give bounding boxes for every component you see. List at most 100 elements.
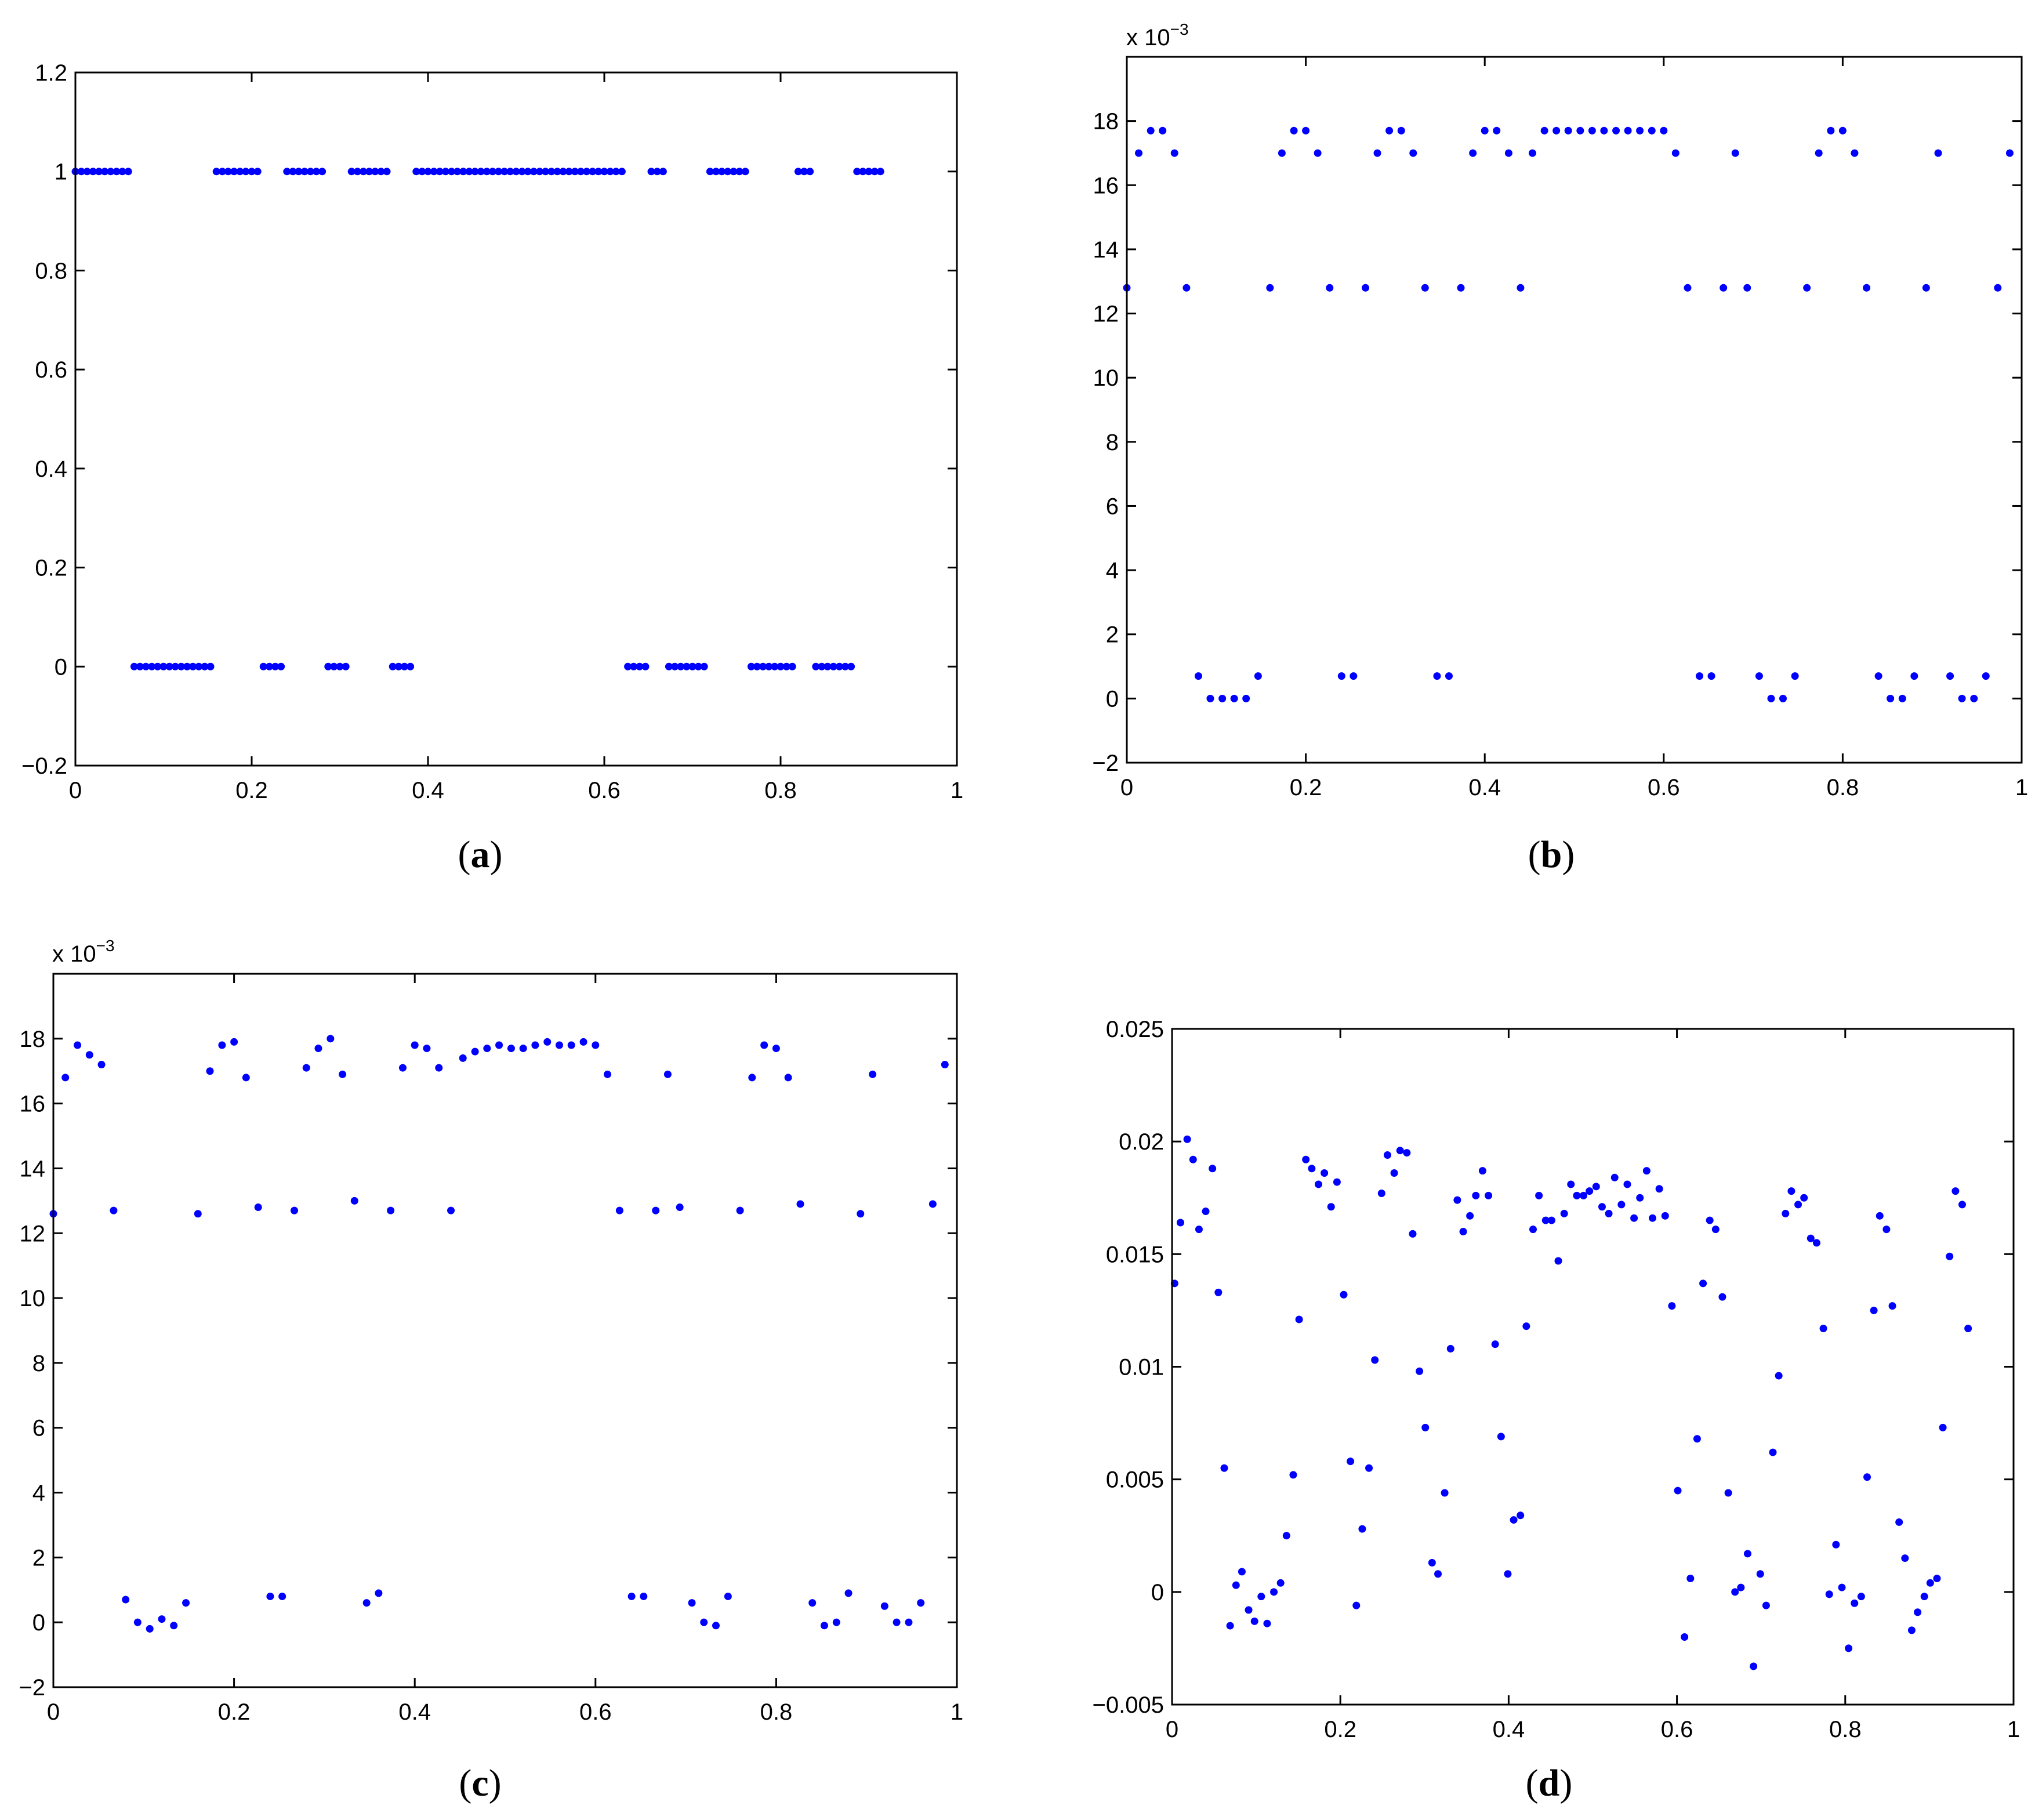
chart-b-xtick-label: 0.4 bbox=[1468, 775, 1501, 800]
chart-b-point bbox=[1552, 126, 1561, 135]
chart-d-point bbox=[1478, 1167, 1486, 1175]
chart-b-point bbox=[1564, 126, 1572, 135]
chart-b-point bbox=[1576, 126, 1584, 135]
chart-a-ytick-label: 0.4 bbox=[35, 456, 67, 482]
chart-d-point bbox=[1421, 1423, 1430, 1431]
chart-c-point bbox=[85, 1051, 93, 1059]
chart-b-ytick-label: 12 bbox=[1093, 302, 1119, 327]
chart-b-point bbox=[1648, 126, 1656, 135]
chart-d-point bbox=[1668, 1302, 1676, 1310]
chart-b-ytick-label: 0 bbox=[1106, 686, 1119, 712]
chart-a-xtick-label: 0.8 bbox=[764, 778, 797, 803]
chart-c-point bbox=[724, 1592, 732, 1600]
chart-c-point bbox=[423, 1045, 431, 1053]
chart-a-point bbox=[441, 168, 449, 176]
chart-a-point bbox=[565, 168, 573, 176]
chart-a-point bbox=[412, 168, 420, 176]
chart-c-point bbox=[483, 1045, 491, 1053]
chart-d-point bbox=[1347, 1458, 1355, 1466]
chart-a-point bbox=[195, 662, 203, 670]
chart-b-point bbox=[1302, 126, 1310, 135]
chart-b-point bbox=[1481, 126, 1489, 135]
chart-a-svg: 0 0.2 0.4 0.6 0.8 1−0.200.20.40.60.811.2 (a) bbox=[21, 60, 963, 876]
chart-d-ytick-label: 0 bbox=[1151, 1580, 1164, 1605]
chart-a-point bbox=[142, 662, 150, 670]
chart-a-point bbox=[436, 168, 444, 176]
chart-c-point bbox=[928, 1200, 937, 1208]
chart-c-exponent-label: x 10−3 bbox=[52, 937, 115, 967]
chart-b-point bbox=[1874, 672, 1882, 680]
chart-c-point bbox=[844, 1589, 853, 1597]
chart-b-point bbox=[1230, 694, 1238, 702]
chart-b-point bbox=[1540, 126, 1548, 135]
chart-b-point bbox=[1851, 149, 1859, 157]
chart-d-point bbox=[1845, 1644, 1853, 1652]
chart-a-point bbox=[283, 168, 291, 176]
chart-c-point bbox=[182, 1599, 190, 1607]
chart-d-point bbox=[1270, 1588, 1278, 1596]
chart-c-point bbox=[555, 1041, 563, 1049]
chart-b-point bbox=[1707, 672, 1715, 680]
chart-c-xtick-label: 0.4 bbox=[398, 1699, 431, 1725]
chart-d-point bbox=[1946, 1252, 1954, 1260]
chart-a-point bbox=[289, 168, 297, 176]
chart-a-point bbox=[159, 662, 168, 670]
chart-d-point bbox=[1573, 1191, 1581, 1199]
chart-b-caption: (b) bbox=[1528, 833, 1575, 876]
chart-a-point bbox=[870, 168, 879, 176]
chart-a-point bbox=[653, 168, 661, 176]
chart-d-point bbox=[1282, 1532, 1290, 1540]
chart-c-point bbox=[688, 1599, 696, 1607]
chart-c-point bbox=[784, 1074, 792, 1082]
chart-b-xtick-label: 0 bbox=[1120, 775, 1133, 800]
chart-a-point bbox=[342, 662, 350, 670]
chart-b-point bbox=[1337, 672, 1345, 680]
chart-d-ytick-label: 0.01 bbox=[1119, 1355, 1164, 1380]
chart-a-point bbox=[583, 168, 591, 176]
chart-c-point bbox=[820, 1622, 828, 1630]
chart-d-point bbox=[1711, 1226, 1720, 1234]
chart-d-point bbox=[1195, 1226, 1203, 1234]
chart-d-point bbox=[1914, 1608, 1922, 1616]
chart-c-point bbox=[314, 1045, 322, 1053]
chart-d-point bbox=[1794, 1201, 1802, 1209]
chart-d-point bbox=[1731, 1588, 1739, 1596]
chart-d-point bbox=[1522, 1322, 1530, 1330]
chart-c-point bbox=[640, 1592, 648, 1600]
chart-a-point bbox=[136, 662, 144, 670]
chart-c-point bbox=[832, 1618, 840, 1626]
chart-b-ytick-label: 6 bbox=[1106, 494, 1119, 519]
chart-a-xtick-label: 0 bbox=[69, 778, 82, 803]
chart-d-point bbox=[1371, 1356, 1379, 1364]
chart-c-point bbox=[519, 1045, 527, 1053]
chart-c-point bbox=[808, 1599, 817, 1607]
chart-d-point bbox=[1812, 1239, 1820, 1247]
chart-a-point bbox=[518, 168, 526, 176]
chart-d-ytick-label: 0.005 bbox=[1106, 1467, 1164, 1493]
chart-a-point bbox=[353, 168, 361, 176]
chart-a-point bbox=[624, 662, 632, 670]
chart-c-point bbox=[218, 1041, 226, 1049]
chart-c-point bbox=[447, 1206, 455, 1214]
chart-d-point bbox=[1517, 1511, 1525, 1520]
chart-a-point bbox=[818, 662, 826, 670]
chart-b-ytick-label: 4 bbox=[1106, 558, 1119, 583]
chart-a-point bbox=[418, 168, 426, 176]
chart-b-point bbox=[1373, 149, 1381, 157]
chart-d-point bbox=[1718, 1293, 1726, 1301]
chart-c-ytick-label: 2 bbox=[32, 1545, 45, 1571]
chart-d-point bbox=[1649, 1214, 1657, 1222]
chart-c-point bbox=[435, 1064, 443, 1072]
chart-d-point bbox=[1605, 1209, 1613, 1217]
chart-d-point bbox=[1183, 1135, 1191, 1143]
chart-a-point bbox=[365, 168, 373, 176]
chart-d-point bbox=[1686, 1575, 1695, 1583]
chart-c-point bbox=[242, 1074, 250, 1082]
chart-c-ytick-label: 8 bbox=[32, 1351, 45, 1376]
chart-c-point bbox=[471, 1047, 479, 1056]
chart-d-point bbox=[1762, 1601, 1770, 1609]
chart-d-point bbox=[1327, 1203, 1335, 1211]
chart-d-point bbox=[1775, 1372, 1783, 1380]
